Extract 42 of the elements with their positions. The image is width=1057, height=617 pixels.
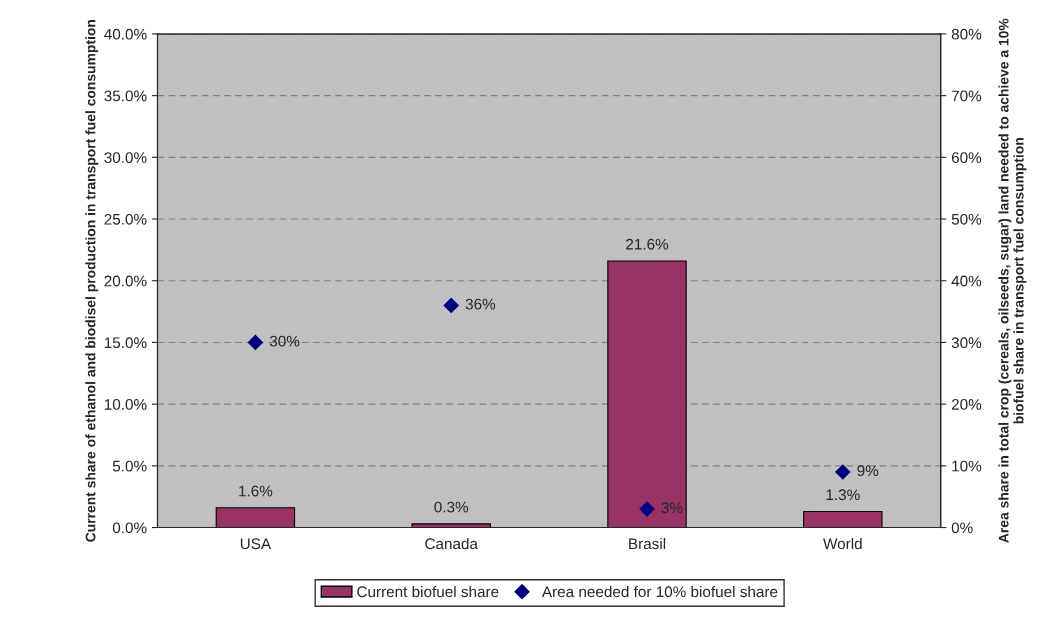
y-tick-label: 0.0% [112, 522, 147, 534]
data-label: 9% [857, 465, 879, 477]
y-tick-label: 30.0% [104, 152, 147, 164]
y2-tick-label: 70% [951, 90, 982, 102]
y-tick-label: 25.0% [104, 213, 147, 225]
x-tick-label: Brasil [629, 537, 666, 550]
data-label: 21.6% [626, 238, 669, 250]
legend-label: Current biofuel share [357, 585, 499, 598]
data-label: 36% [465, 298, 496, 310]
y2-tick-label: 40% [951, 275, 982, 287]
y2-tick-label: 0% [951, 522, 973, 534]
x-tick-label: Canada [425, 537, 478, 550]
data-label: 1.3% [826, 489, 860, 501]
y-axis-title: Current share of ethanol and biodisel production in transport fuel consumption [85, 19, 99, 542]
bar [803, 510, 883, 528]
y-tick-label: 35.0% [104, 90, 147, 102]
data-label: 3% [661, 502, 683, 514]
y2-tick-label: 80% [951, 28, 982, 40]
x-tick-label: USA [240, 538, 272, 550]
y-tick-label: 15.0% [104, 337, 147, 349]
y2-tick-label: 50% [951, 213, 982, 225]
bar [411, 523, 491, 528]
y2-tick-label: 10% [952, 460, 982, 472]
point [443, 297, 459, 313]
data-label: 0.3% [434, 501, 469, 513]
y2-axis-title: Area share in total crop (cereals, oilseeds, sugar) land needed to achieve a 10% biofuel share in transport fuel consumption [998, 18, 1027, 543]
y2-tick-label: 30% [951, 337, 982, 349]
y2-tick-label: 20% [951, 399, 982, 410]
legend-label: Area needed for 10% biofuel share [541, 585, 778, 598]
point [247, 334, 263, 351]
y-tick-label: 40.0% [104, 28, 147, 40]
y-tick-label: 10.0% [104, 399, 147, 410]
point [639, 501, 655, 517]
bar [607, 260, 687, 528]
data-label: 1.6% [239, 485, 273, 497]
point [835, 464, 851, 480]
y-tick-label: 5.0% [112, 460, 147, 472]
x-tick-label: World [823, 537, 862, 550]
bar [215, 507, 296, 528]
y-tick-label: 20.0% [104, 275, 147, 287]
data-label: 30% [269, 335, 300, 347]
y2-tick-label: 60% [951, 152, 982, 164]
